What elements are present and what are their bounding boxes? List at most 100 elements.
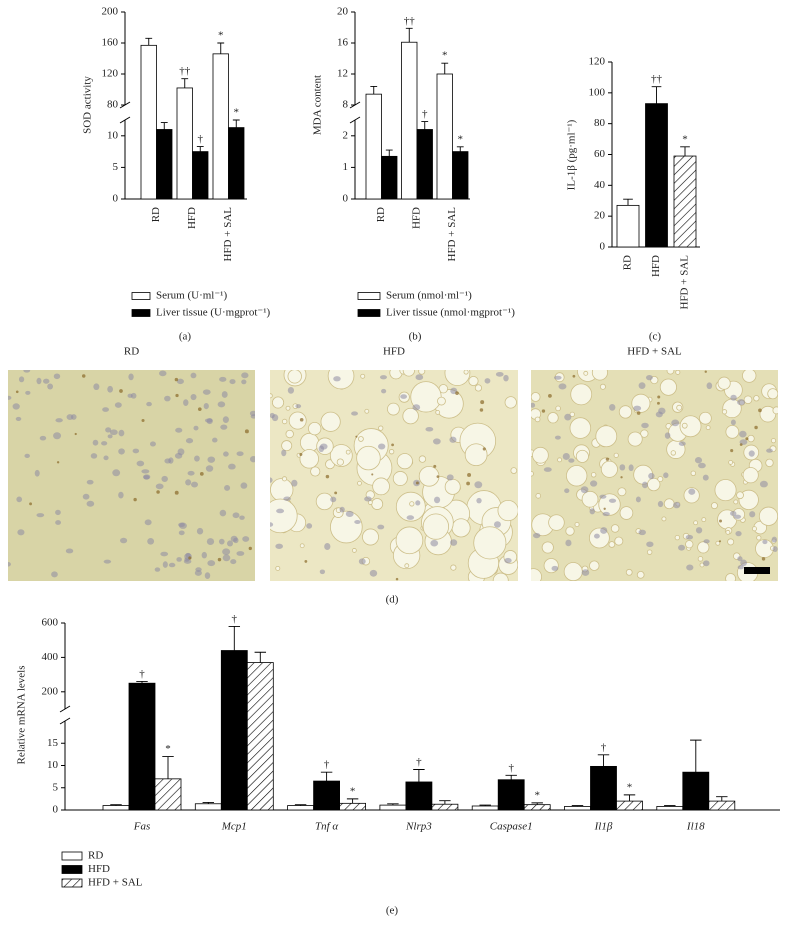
x-tick-label: Mcp1	[221, 821, 247, 833]
nucleus	[217, 401, 226, 408]
vacuole	[618, 405, 633, 419]
nucleus	[17, 529, 25, 536]
nucleus	[236, 451, 244, 457]
vacuole	[569, 417, 592, 439]
vacuole	[444, 370, 471, 386]
nucleus	[194, 570, 202, 576]
nucleus	[194, 455, 200, 462]
stain	[217, 557, 222, 562]
nucleus	[160, 551, 169, 557]
nucleus	[51, 571, 58, 578]
vacuole	[613, 452, 619, 458]
vacuole	[435, 409, 441, 415]
stain	[467, 472, 472, 477]
vacuole	[535, 493, 542, 499]
vacuole	[450, 564, 457, 571]
nucleus	[306, 523, 313, 529]
vacuole	[396, 453, 413, 470]
nucleus	[175, 427, 183, 433]
vacuole	[693, 520, 699, 526]
vacuole	[402, 407, 419, 425]
error-bar	[228, 625, 241, 651]
nucleus	[283, 496, 291, 501]
vacuole	[590, 472, 597, 478]
nucleus	[638, 529, 646, 536]
stain	[133, 497, 137, 502]
bar	[708, 800, 736, 811]
error-bar	[370, 85, 378, 95]
bar	[176, 87, 193, 200]
vacuole	[281, 440, 293, 452]
nucleus	[554, 435, 561, 440]
bar	[379, 804, 407, 811]
nucleus	[737, 399, 746, 406]
stain	[325, 474, 330, 479]
vacuole	[464, 443, 488, 467]
nucleus	[425, 426, 434, 432]
nucleus	[164, 395, 171, 402]
nucleus	[608, 498, 617, 503]
nucleus	[430, 539, 439, 547]
vacuole	[614, 536, 624, 546]
nucleus	[190, 372, 197, 379]
x-tick-label: HFD	[186, 207, 198, 229]
nucleus	[737, 556, 743, 562]
nucleus	[16, 496, 23, 503]
nucleus	[55, 418, 63, 423]
vacuole	[534, 416, 541, 423]
bar	[228, 127, 245, 200]
nucleus	[212, 437, 218, 443]
vacuole	[275, 565, 281, 571]
significance-mark: †	[324, 759, 330, 771]
vacuole	[345, 449, 351, 455]
nucleus	[565, 539, 572, 547]
nucleus	[450, 539, 458, 546]
nucleus	[161, 475, 168, 482]
nucleus	[24, 453, 30, 458]
vacuole	[636, 571, 645, 579]
vacuole	[679, 415, 702, 438]
bar	[339, 802, 367, 811]
nucleus	[333, 376, 341, 382]
vacuole	[395, 491, 426, 522]
nucleus	[593, 533, 600, 539]
bar	[287, 805, 315, 811]
bar	[220, 650, 248, 811]
vacuole	[474, 384, 482, 392]
vacuole	[742, 467, 759, 484]
vacuole	[404, 563, 410, 569]
error-bar	[136, 681, 148, 684]
error-bar	[385, 149, 393, 157]
nucleus	[270, 522, 274, 527]
significance-mark: †	[232, 613, 238, 625]
nucleus	[646, 541, 654, 548]
y-tick-label: 60	[594, 148, 606, 160]
nucleus	[43, 378, 50, 384]
nucleus	[55, 509, 61, 516]
vacuole	[674, 534, 680, 541]
nucleus	[47, 383, 54, 390]
nucleus	[678, 544, 686, 551]
nucleus	[223, 451, 229, 457]
nucleus	[369, 569, 378, 577]
error-bar	[441, 62, 449, 74]
y-axis-label: MDA content	[312, 75, 324, 135]
stain	[56, 461, 60, 464]
legend-swatch	[357, 292, 381, 300]
nucleus	[702, 474, 709, 481]
nucleus	[219, 509, 227, 517]
nucleus	[739, 430, 747, 438]
nucleus	[185, 438, 194, 444]
vacuole	[547, 412, 559, 424]
y-tick-label: 0	[53, 804, 59, 816]
vacuole	[569, 411, 575, 418]
nucleus	[358, 558, 366, 565]
bar	[154, 778, 182, 811]
nucleus	[554, 375, 562, 380]
stain	[248, 546, 252, 551]
stain	[466, 481, 470, 486]
nucleus	[205, 465, 214, 472]
nucleus	[378, 443, 386, 450]
vacuole	[372, 477, 390, 496]
bar	[246, 662, 274, 811]
